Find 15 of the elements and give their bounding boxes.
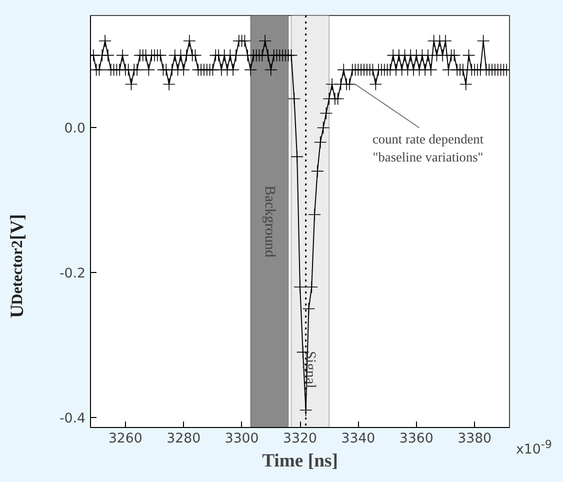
x-tick-label: 3380: [458, 432, 492, 446]
y-tick-label: 0.0: [64, 122, 86, 137]
x-tick-label: 3360: [399, 432, 434, 446]
x-axis-title: Time [ns]: [262, 450, 338, 472]
annotation: count rate dependent "baseline variations": [372, 131, 484, 164]
x-tick-label: 3260: [108, 432, 142, 446]
text: x10$^{-9}$: [516, 437, 552, 460]
x-tick-label: 3300: [224, 432, 259, 446]
band-label: Background: [261, 186, 278, 258]
y-tick-label: -0.2: [59, 266, 86, 282]
x-tick-label: 3280: [166, 432, 201, 446]
x-tick-label: 3320: [283, 432, 317, 446]
band-label: Signal: [302, 350, 318, 388]
x-tick-label: 3340: [341, 432, 376, 446]
y-tick-label: -0.4: [59, 411, 86, 426]
